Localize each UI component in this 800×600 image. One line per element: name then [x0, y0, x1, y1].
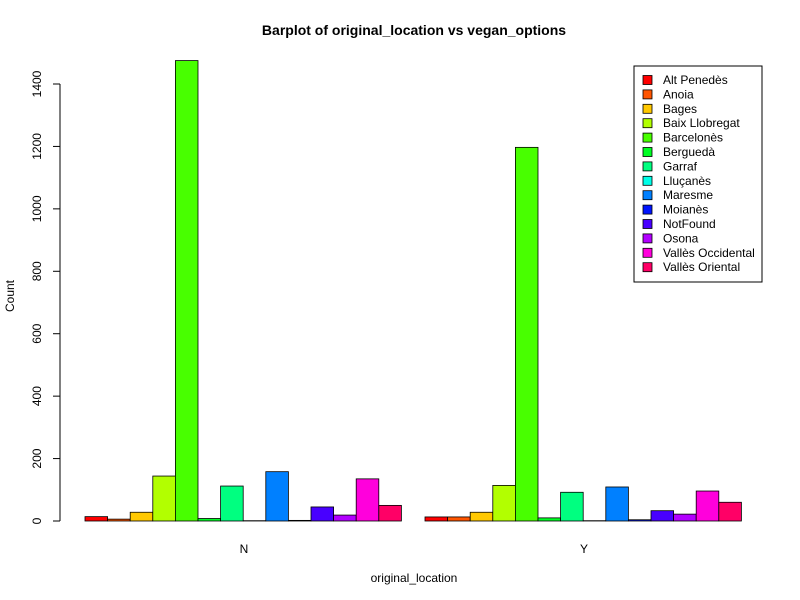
bar-N-12: [355, 478, 380, 522]
y-tick-label: 1200: [30, 133, 44, 160]
legend-swatch: [642, 118, 653, 129]
legend-swatch: [642, 190, 653, 201]
legend-swatch: [642, 204, 653, 215]
bar-Y-4: [515, 146, 539, 522]
y-axis-label: Count: [3, 279, 17, 312]
bar-Y-2: [469, 511, 494, 522]
bar-N-13: [378, 504, 402, 522]
bar-N-4: [174, 60, 199, 522]
legend-entry: Lluçanès: [663, 174, 711, 188]
bar-N-1: [107, 518, 131, 522]
legend-entry: Anoia: [663, 87, 694, 101]
bar-N-9: [287, 519, 312, 522]
legend-entry: Baix Llobregat: [663, 116, 740, 130]
bar-N-0: [84, 516, 109, 522]
legend-entry: Alt Penedès: [663, 73, 728, 87]
bar-N-3: [152, 475, 176, 522]
legend-entry: Vallès Oriental: [663, 260, 740, 274]
y-axis: 0 200 400 600 800 1000 1200 1400: [30, 70, 61, 524]
legend-entry: Barcelonès: [663, 131, 723, 145]
legend-swatch: [642, 103, 653, 114]
y-tick-label: 0: [30, 517, 44, 524]
y-tick-label: 800: [30, 261, 44, 281]
bar-N-5: [197, 518, 222, 522]
y-tick-label: 600: [30, 323, 44, 343]
bar-Y-6: [560, 491, 584, 522]
legend-swatch: [642, 75, 653, 85]
bar-Y-9: [628, 519, 652, 522]
legend-entry: Vallès Occidental: [663, 246, 755, 260]
x-category-label: Y: [580, 542, 588, 556]
x-axis-label: original_location: [371, 571, 458, 585]
bar-Y-0: [424, 516, 449, 522]
legend-swatch: [642, 147, 653, 157]
legend-swatch: [642, 89, 653, 100]
bar-Y-8: [605, 486, 629, 522]
y-tick-label: 400: [30, 386, 44, 406]
bar-Y-10: [650, 510, 675, 522]
legend-swatch: [642, 247, 653, 258]
bars-group: [84, 60, 742, 522]
y-tick-label: 1000: [30, 195, 44, 222]
bar-Y-5: [537, 517, 562, 522]
legend-swatch: [642, 262, 653, 273]
bar-Y-13: [718, 501, 742, 522]
legend-swatch: [642, 233, 653, 244]
bar-Y-3: [492, 485, 516, 522]
legend-entry: Bages: [663, 102, 697, 116]
chart-title: Barplot of original_location vs vegan_op…: [262, 22, 566, 38]
legend-swatch: [642, 161, 653, 172]
bar-N-6: [220, 485, 244, 522]
legend-swatch: [642, 175, 653, 186]
legend-swatch: [642, 219, 653, 229]
x-category-label: N: [240, 542, 249, 556]
bar-N-2: [129, 511, 154, 522]
legend-entry: Garraf: [663, 159, 698, 173]
legend-box: [633, 65, 763, 283]
y-tick-label: 1400: [30, 70, 44, 97]
legend-swatch: [642, 132, 653, 143]
bar-N-10: [310, 506, 335, 522]
bar-Y-12: [695, 490, 720, 522]
bar-Y-1: [447, 516, 471, 522]
legend-entry: Maresme: [663, 188, 713, 202]
bar-N-8: [265, 471, 289, 522]
legend-entry: Osona: [663, 231, 699, 245]
y-tick-label: 200: [30, 448, 44, 468]
bar-Y-11: [673, 513, 697, 522]
legend-entry: Berguedà: [663, 145, 715, 159]
bar-N-11: [333, 514, 357, 522]
legend-entry: Moianès: [663, 203, 708, 217]
legend-entry: NotFound: [663, 217, 716, 231]
